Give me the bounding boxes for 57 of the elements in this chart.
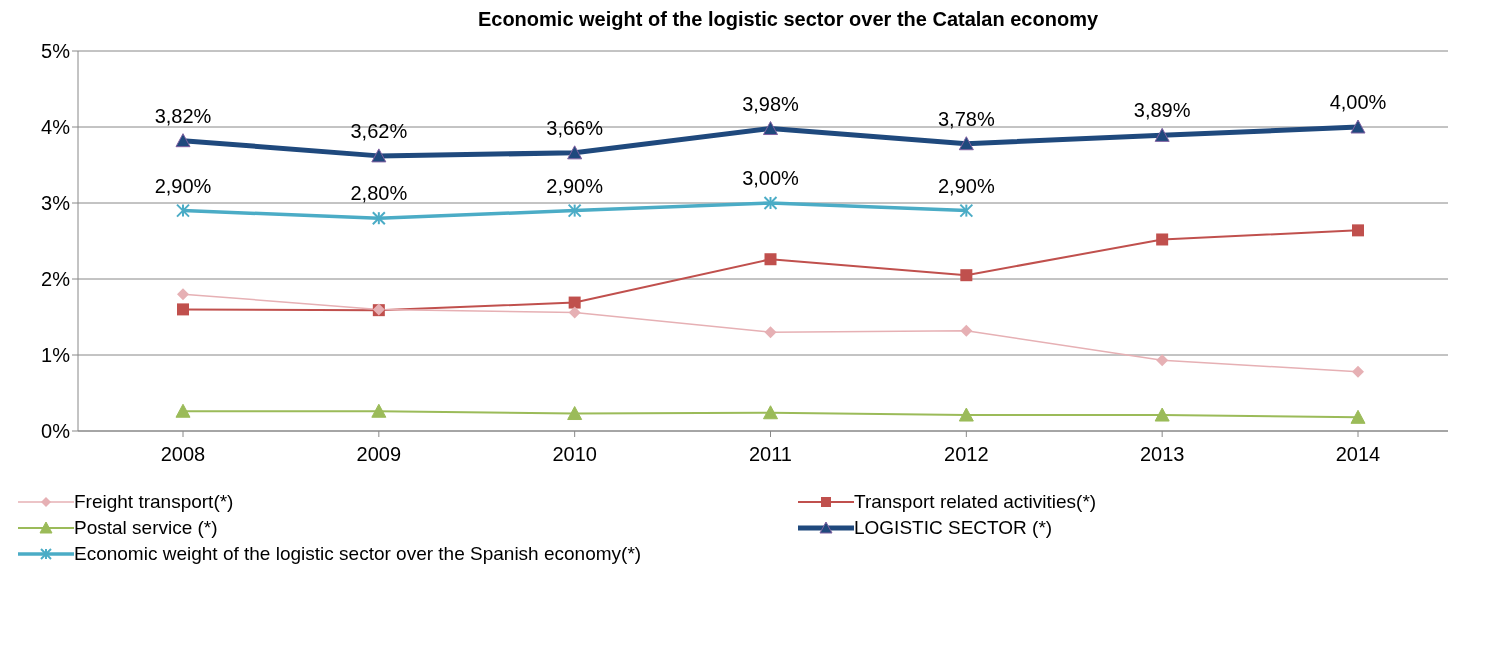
legend-label: LOGISTIC SECTOR (*) — [854, 517, 1053, 539]
point — [567, 145, 583, 160]
point — [177, 303, 189, 316]
point — [1154, 407, 1170, 422]
x-tick-label: 2013 — [1139, 443, 1185, 466]
point — [1156, 354, 1169, 367]
data-label: 2,90% — [546, 174, 604, 197]
legend-label: Postal service (*) — [74, 517, 218, 539]
data-label: 4,00% — [1329, 91, 1387, 113]
point — [371, 403, 387, 418]
x-tick-label: 2014 — [1335, 443, 1381, 466]
y-tick-label: 5% — [41, 40, 71, 63]
x-tick-label: 2008 — [160, 443, 206, 466]
legend-label: Freight transport(*) — [74, 491, 234, 513]
point — [568, 296, 581, 309]
point — [764, 253, 777, 266]
x-tick-label: 2009 — [356, 443, 402, 466]
y-tick-label: 0% — [41, 420, 71, 443]
point — [960, 324, 973, 337]
point — [763, 121, 778, 136]
y-tick-label: 3% — [41, 192, 71, 215]
point — [175, 133, 191, 148]
legend-label: Transport related activities(*) — [854, 491, 1097, 513]
y-tick-label: 1% — [41, 344, 71, 367]
x-tick-label: 2012 — [944, 443, 989, 466]
point — [958, 136, 974, 151]
point — [1156, 233, 1169, 246]
y-tick-label: 2% — [41, 268, 71, 291]
y-tick-label: 4% — [41, 116, 71, 139]
point — [1352, 224, 1364, 237]
data-label: 3,00% — [742, 167, 800, 189]
point — [371, 148, 387, 163]
data-label: 2,80% — [350, 182, 408, 205]
chart-title: Economic weight of the logistic sector over the Catalan economy — [476, 8, 1100, 31]
data-label: 3,78% — [937, 107, 995, 130]
point — [1350, 119, 1366, 134]
data-label: 3,82% — [154, 104, 212, 127]
data-label: 2,90% — [937, 174, 995, 197]
point — [567, 406, 583, 421]
point — [568, 306, 581, 319]
x-tick-label: 2010 — [552, 443, 597, 466]
data-label: 3,89% — [1133, 99, 1191, 122]
data-label: 3,66% — [546, 116, 604, 139]
data-label: 2,90% — [154, 174, 212, 197]
point — [175, 403, 191, 418]
point — [177, 288, 189, 301]
point — [1154, 127, 1170, 142]
point — [764, 326, 777, 339]
legend-label: Economic weight of the logistic sector over the Spanish economy(*) — [74, 543, 642, 565]
point — [1352, 365, 1364, 378]
data-label: 3,98% — [742, 92, 800, 115]
x-tick-label: 2011 — [748, 443, 793, 466]
point — [1350, 409, 1366, 424]
data-label: 3,62% — [350, 119, 408, 142]
point — [960, 269, 973, 282]
point — [763, 405, 778, 420]
point — [958, 407, 974, 422]
